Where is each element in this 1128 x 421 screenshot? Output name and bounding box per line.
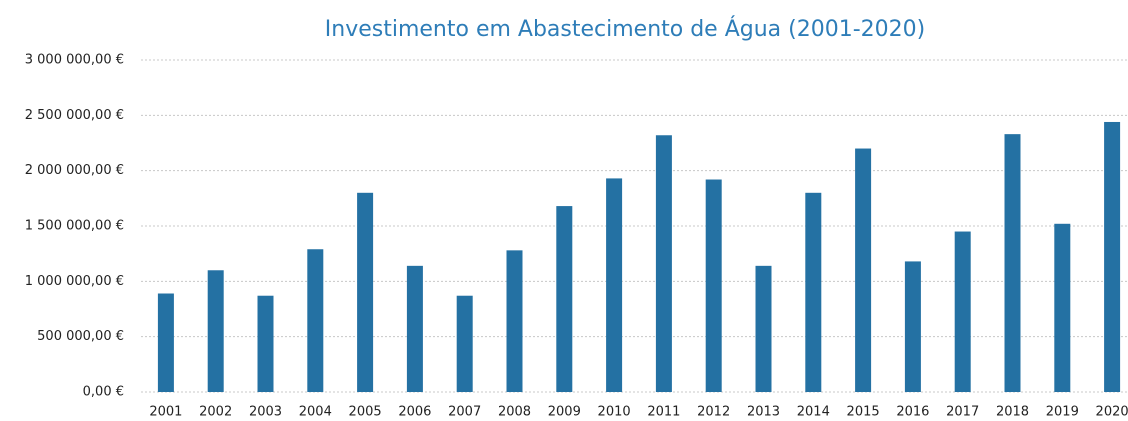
- x-tick-label: 2008: [498, 405, 531, 420]
- y-tick-label: 500 000,00 €: [37, 329, 124, 344]
- x-tick-label: 2007: [448, 405, 481, 420]
- bar: [1004, 134, 1021, 392]
- y-tick-label: 3 000 000,00 €: [25, 53, 124, 68]
- bar: [406, 265, 423, 392]
- y-tick-label: 2 500 000,00 €: [25, 108, 124, 123]
- x-tick-label: 2016: [896, 405, 929, 420]
- bar: [357, 192, 374, 392]
- bar: [257, 295, 274, 392]
- bar: [805, 192, 822, 392]
- bar: [456, 295, 473, 392]
- bar: [506, 250, 523, 392]
- x-tick-label: 2012: [697, 405, 730, 420]
- bar: [705, 179, 722, 392]
- bar: [855, 148, 872, 392]
- x-tick-label: 2011: [647, 405, 680, 420]
- x-tick-label: 2015: [847, 405, 880, 420]
- bar: [556, 206, 573, 392]
- bar: [1104, 121, 1121, 393]
- x-tick-label: 2004: [299, 405, 332, 420]
- y-tick-label: 1 500 000,00 €: [25, 219, 124, 234]
- x-tick-label: 2001: [149, 405, 182, 420]
- bar: [606, 178, 623, 392]
- y-tick-label: 1 000 000,00 €: [25, 274, 124, 289]
- bar: [755, 265, 772, 392]
- y-tick-label: 0,00 €: [83, 385, 124, 400]
- x-tick-label: 2017: [946, 405, 979, 420]
- x-tick-label: 2013: [747, 405, 780, 420]
- x-tick-label: 2010: [598, 405, 631, 420]
- bar: [904, 261, 921, 392]
- x-tick-label: 2020: [1096, 405, 1128, 420]
- x-tick-label: 2009: [548, 405, 581, 420]
- bar: [157, 293, 174, 392]
- y-tick-label: 2 000 000,00 €: [25, 163, 124, 178]
- x-tick-label: 2014: [797, 405, 830, 420]
- x-tick-label: 2018: [996, 405, 1029, 420]
- bar: [655, 135, 672, 392]
- chart-title: Investimento em Abastecimento de Água (2…: [325, 16, 925, 42]
- x-tick-label: 2019: [1046, 405, 1079, 420]
- bar: [1054, 223, 1071, 392]
- x-tick-label: 2006: [398, 405, 431, 420]
- x-tick-label: 2003: [249, 405, 282, 420]
- x-tick-label: 2002: [199, 405, 232, 420]
- bar: [307, 249, 324, 392]
- bar: [954, 231, 971, 392]
- x-tick-label: 2005: [349, 405, 382, 420]
- bar: [207, 270, 224, 392]
